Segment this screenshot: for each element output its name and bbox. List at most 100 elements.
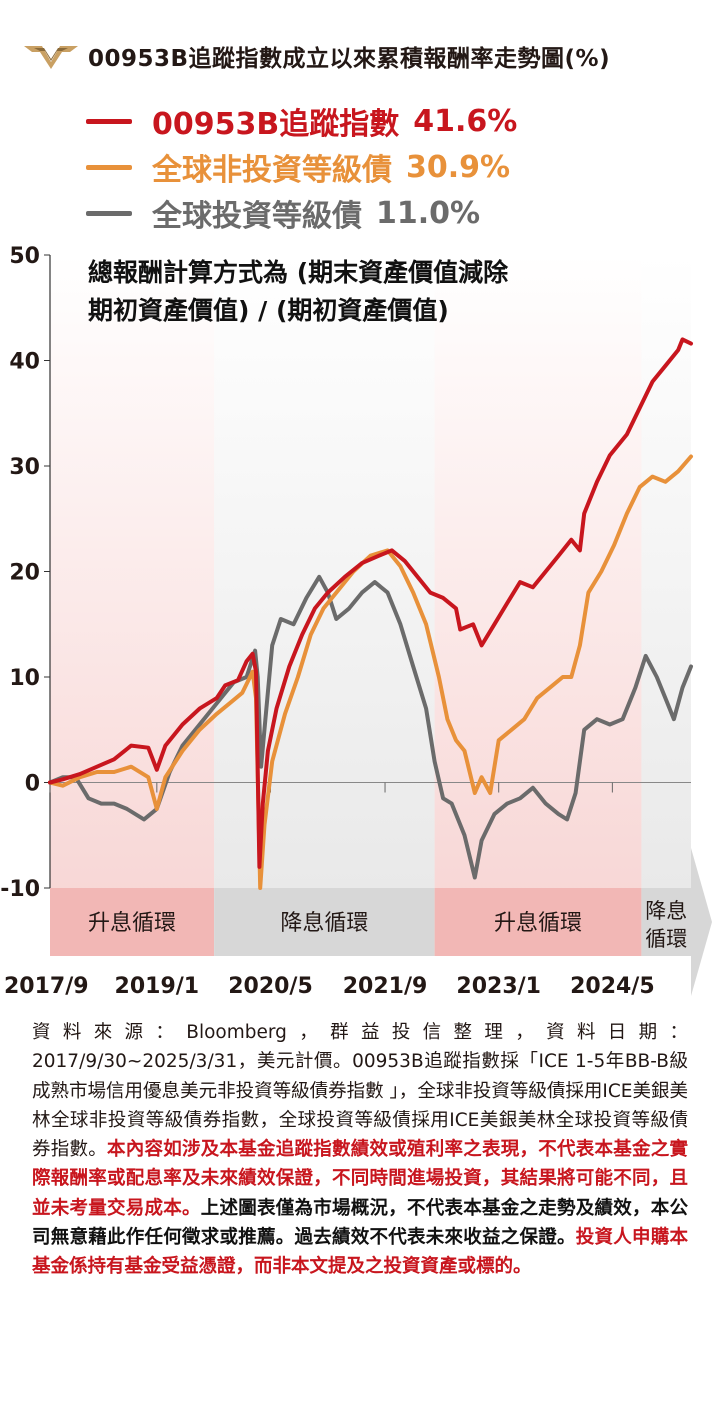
data-point	[305, 596, 308, 600]
data-point	[595, 718, 599, 721]
data-point	[454, 739, 458, 742]
chart-legend: 00953B追蹤指數 41.6% 全球非投資等級債 30.9% 全球投資等級債 …	[86, 98, 517, 236]
data-point	[441, 797, 445, 800]
data-point	[241, 691, 244, 694]
performance-disclaimer: 本內容如涉及本基金追蹤指數績效或殖利率之表現，不代表本基金之實際報酬率或配息率及…	[32, 1139, 688, 1219]
data-point	[664, 480, 667, 483]
data-point	[155, 807, 158, 811]
data-point	[198, 723, 201, 726]
data-point	[644, 654, 647, 658]
data-point	[95, 765, 99, 768]
data-point	[343, 575, 347, 578]
data-point	[147, 746, 150, 749]
data-point	[493, 812, 496, 816]
series-line	[48, 454, 693, 890]
legend-swatch	[86, 210, 132, 216]
data-point	[638, 406, 641, 410]
data-point	[518, 580, 522, 584]
data-point	[506, 802, 509, 805]
data-point	[689, 665, 693, 668]
data-point	[245, 660, 248, 663]
legend-value: 30.9%	[406, 149, 511, 185]
investor-disclaimer: 投資人申購本基金係持有基金受益憑證，而非本文提及之投資資產或標的。	[32, 1227, 688, 1278]
data-point	[313, 607, 317, 610]
data-point	[664, 364, 667, 367]
data-point	[309, 633, 312, 636]
data-point	[506, 601, 509, 605]
data-point	[87, 797, 90, 800]
y-tick-label: 50	[9, 244, 40, 269]
data-point	[480, 644, 483, 647]
data-point	[459, 628, 462, 631]
data-point	[583, 728, 586, 731]
data-point	[261, 802, 264, 805]
data-point	[130, 765, 133, 768]
data-point	[578, 549, 582, 552]
data-point	[61, 784, 64, 787]
timeline-arrow	[691, 848, 712, 996]
legend-item-global-high-yield: 全球非投資等級債 30.9%	[86, 144, 517, 190]
data-point	[215, 696, 218, 700]
data-point	[625, 512, 629, 515]
data-point	[224, 684, 227, 687]
x-tick-label: 2021/9	[343, 974, 428, 999]
data-point	[283, 712, 287, 716]
data-point	[536, 696, 539, 700]
region-label: 升息循環	[88, 911, 176, 936]
data-point	[531, 586, 535, 589]
data-point	[489, 791, 492, 795]
data-point	[155, 768, 158, 771]
data-point	[523, 718, 526, 721]
data-point	[181, 744, 184, 747]
data-point	[322, 607, 325, 610]
data-point	[672, 718, 676, 721]
data-point	[480, 839, 483, 842]
region-band	[214, 888, 435, 956]
data-point	[403, 559, 406, 563]
data-point	[681, 686, 684, 689]
data-point	[259, 765, 263, 768]
data-point	[130, 744, 133, 747]
data-point	[574, 791, 577, 795]
data-point	[198, 728, 201, 731]
logo-icon	[24, 46, 78, 69]
region-label: 升息循環	[494, 911, 582, 936]
legend-value: 41.6%	[413, 103, 518, 139]
data-point	[100, 802, 103, 805]
data-point	[424, 623, 428, 626]
data-point	[561, 675, 564, 679]
data-point	[251, 670, 254, 673]
data-point	[587, 591, 590, 594]
data-point	[78, 772, 82, 776]
data-point	[125, 807, 129, 811]
data-point	[360, 591, 364, 594]
data-point	[544, 570, 547, 573]
x-tick-label: 2023/1	[456, 974, 541, 999]
data-point	[600, 570, 603, 573]
data-point	[164, 744, 167, 747]
y-tick-label: 0	[25, 772, 40, 797]
note-line: 總報酬計算方式為 (期末資產價值減除	[88, 258, 509, 287]
data-point	[373, 580, 376, 584]
chart-header: 00953B追蹤指數成立以來累積報酬率走勢圖(%)	[22, 36, 610, 76]
region-label: 降息循環	[280, 911, 368, 936]
disclaimer: 資料來源：Bloomberg，群益投信整理，資料日期：2017/9/30~202…	[32, 1018, 688, 1282]
data-point	[164, 776, 167, 779]
data-point	[112, 802, 116, 805]
data-point	[369, 554, 372, 557]
data-point	[318, 575, 321, 578]
data-point	[583, 512, 586, 515]
y-tick-label: 20	[9, 561, 40, 586]
data-point	[253, 649, 257, 652]
region-band	[641, 888, 691, 956]
data-point	[266, 749, 270, 753]
data-point	[112, 770, 116, 774]
data-point	[548, 686, 552, 689]
data-point	[565, 818, 569, 821]
data-point	[386, 591, 389, 594]
region-label: 降息	[645, 899, 687, 923]
data-point	[557, 812, 560, 816]
data-point	[664, 696, 667, 700]
legend-item-tracking-index: 00953B追蹤指數 41.6%	[86, 98, 517, 144]
data-point	[480, 776, 483, 779]
